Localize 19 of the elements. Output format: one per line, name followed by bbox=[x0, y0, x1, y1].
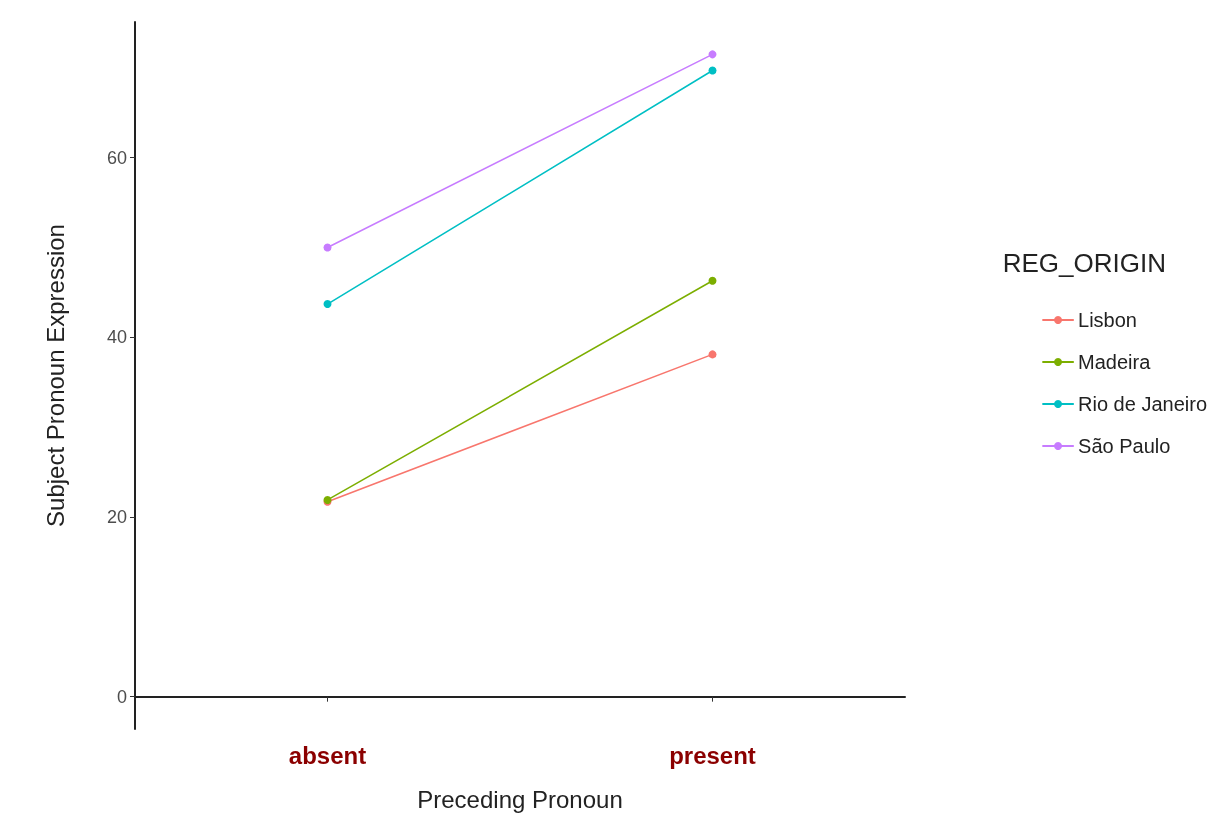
y-tick-label: 20 bbox=[106, 506, 127, 527]
y-axis-title: Subject Pronoun Expression bbox=[41, 224, 69, 527]
y-tick-label: 60 bbox=[106, 147, 127, 168]
point bbox=[323, 243, 332, 252]
legend-label: São Paulo bbox=[1078, 435, 1171, 457]
point bbox=[323, 300, 332, 309]
legend-label: Madeira bbox=[1078, 351, 1152, 373]
point bbox=[708, 66, 717, 75]
point bbox=[708, 350, 717, 359]
x-axis-title: Preceding Pronoun bbox=[417, 785, 623, 813]
point bbox=[708, 50, 717, 59]
x-tick-label: absent bbox=[288, 741, 367, 769]
y-tick-label: 40 bbox=[106, 327, 127, 348]
x-tick-label: present bbox=[669, 741, 756, 769]
y-tick-label: 0 bbox=[116, 686, 127, 707]
legend-title: REG_ORIGIN bbox=[1002, 248, 1166, 278]
legend-label: Rio de Janeiro bbox=[1078, 393, 1207, 415]
legend-label: Lisbon bbox=[1078, 309, 1137, 331]
point bbox=[708, 276, 717, 285]
